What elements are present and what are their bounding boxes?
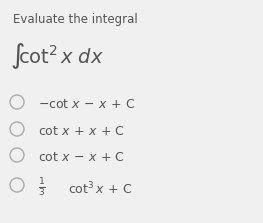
Text: $\mathrm{cot}^3\, x\,+\,$C: $\mathrm{cot}^3\, x\,+\,$C	[68, 181, 132, 198]
Text: Evaluate the integral: Evaluate the integral	[13, 13, 138, 26]
Text: $-$cot $x\,-\,x\,+\,$C: $-$cot $x\,-\,x\,+\,$C	[38, 98, 136, 111]
Text: cot $x\,-\,x\,+\,$C: cot $x\,-\,x\,+\,$C	[38, 151, 125, 164]
Text: $\int\!\!\mathrm{cot}^2\, x\; dx$: $\int\!\!\mathrm{cot}^2\, x\; dx$	[10, 41, 104, 71]
Text: cot $x\,+\,x\,+\,$C: cot $x\,+\,x\,+\,$C	[38, 125, 125, 138]
Text: $\frac{1}{3}$: $\frac{1}{3}$	[38, 177, 46, 199]
